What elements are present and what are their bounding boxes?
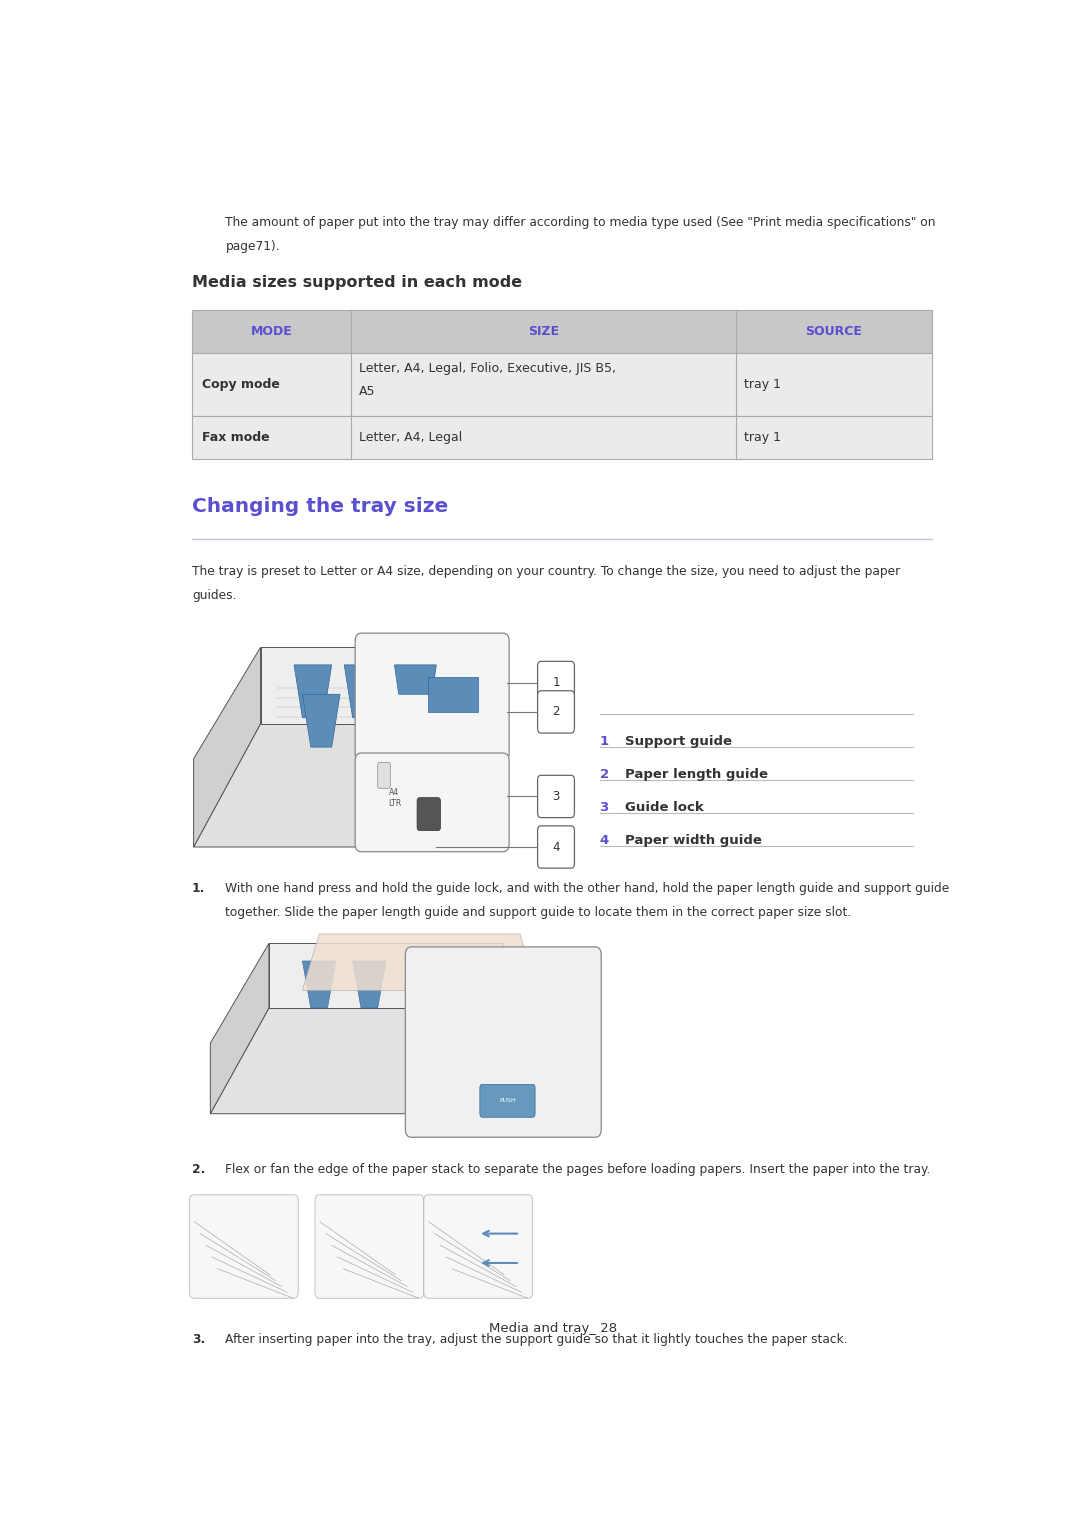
Polygon shape: [349, 1433, 486, 1468]
Text: SIZE: SIZE: [528, 325, 559, 339]
Text: PUSH: PUSH: [499, 1099, 516, 1103]
Text: 1.: 1.: [192, 882, 205, 896]
Polygon shape: [345, 665, 382, 717]
Text: After inserting paper into the tray, adjust the support guide so that it lightly: After inserting paper into the tray, adj…: [226, 1334, 848, 1346]
FancyBboxPatch shape: [538, 775, 575, 818]
Text: Paper width guide: Paper width guide: [624, 835, 761, 847]
Text: 3.: 3.: [192, 1334, 205, 1346]
Polygon shape: [193, 723, 503, 847]
Polygon shape: [193, 1369, 244, 1509]
FancyBboxPatch shape: [423, 1195, 532, 1299]
Polygon shape: [244, 1369, 411, 1410]
Text: 1: 1: [552, 676, 559, 690]
FancyBboxPatch shape: [538, 826, 575, 868]
FancyBboxPatch shape: [355, 752, 509, 852]
Text: Support guide: Support guide: [624, 736, 731, 748]
Text: Changing the tray size: Changing the tray size: [192, 497, 448, 516]
FancyBboxPatch shape: [330, 1363, 501, 1526]
FancyBboxPatch shape: [405, 948, 602, 1137]
Text: Flex or fan the edge of the paper stack to separate the pages before loading pap: Flex or fan the edge of the paper stack …: [226, 1163, 931, 1177]
Text: 3: 3: [552, 790, 559, 803]
Polygon shape: [349, 1381, 486, 1427]
Polygon shape: [294, 665, 332, 717]
Polygon shape: [302, 961, 336, 1009]
FancyBboxPatch shape: [417, 798, 441, 830]
FancyBboxPatch shape: [378, 763, 390, 789]
FancyBboxPatch shape: [189, 1195, 298, 1299]
Text: Media sizes supported in each mode: Media sizes supported in each mode: [192, 275, 522, 290]
Text: Paper length guide: Paper length guide: [624, 768, 768, 781]
FancyBboxPatch shape: [192, 415, 932, 459]
Text: Copy mode: Copy mode: [202, 378, 280, 391]
FancyBboxPatch shape: [315, 1195, 423, 1299]
Text: Guide lock: Guide lock: [624, 801, 703, 815]
Polygon shape: [428, 676, 478, 713]
Text: The amount of paper put into the tray may differ according to media type used (S: The amount of paper put into the tray ma…: [226, 217, 936, 229]
Polygon shape: [260, 647, 503, 723]
Text: Fax mode: Fax mode: [202, 430, 270, 444]
Polygon shape: [211, 1009, 503, 1114]
Polygon shape: [253, 1422, 394, 1451]
FancyBboxPatch shape: [192, 310, 932, 354]
Text: tray 1: tray 1: [744, 430, 781, 444]
Polygon shape: [302, 694, 340, 748]
Text: 1: 1: [599, 736, 609, 748]
Text: 3: 3: [599, 801, 609, 815]
Text: A5: A5: [360, 385, 376, 398]
Text: 2: 2: [552, 705, 559, 719]
Text: SOURCE: SOURCE: [806, 325, 862, 339]
Polygon shape: [302, 934, 537, 990]
Text: Media and tray_ 28: Media and tray_ 28: [489, 1322, 618, 1335]
Polygon shape: [211, 943, 269, 1114]
Text: 2.: 2.: [192, 1163, 205, 1177]
Text: With one hand press and hold the guide lock, and with the other hand, hold the p: With one hand press and hold the guide l…: [226, 882, 949, 896]
Text: 4: 4: [552, 841, 559, 853]
FancyBboxPatch shape: [480, 1085, 535, 1117]
Text: MODE: MODE: [251, 325, 293, 339]
Text: 4: 4: [599, 835, 609, 847]
Text: A4
LTR: A4 LTR: [388, 789, 401, 807]
Text: Letter, A4, Legal: Letter, A4, Legal: [360, 430, 462, 444]
Text: 2: 2: [599, 768, 609, 781]
Text: page71).: page71).: [226, 240, 280, 252]
Polygon shape: [394, 665, 436, 694]
Polygon shape: [193, 1410, 411, 1509]
Polygon shape: [352, 961, 387, 1009]
FancyBboxPatch shape: [538, 691, 575, 732]
Text: Letter, A4, Legal, Folio, Executive, JIS B5,: Letter, A4, Legal, Folio, Executive, JIS…: [360, 362, 617, 375]
FancyBboxPatch shape: [538, 661, 575, 703]
Text: together. Slide the paper length guide and support guide to locate them in the c: together. Slide the paper length guide a…: [226, 906, 852, 919]
Text: The tray is preset to Letter or A4 size, depending on your country. To change th: The tray is preset to Letter or A4 size,…: [192, 565, 900, 578]
FancyBboxPatch shape: [192, 354, 932, 415]
FancyBboxPatch shape: [355, 633, 509, 761]
Polygon shape: [269, 943, 503, 1009]
Text: guides.: guides.: [192, 589, 237, 601]
Polygon shape: [193, 647, 260, 847]
Text: tray 1: tray 1: [744, 378, 781, 391]
